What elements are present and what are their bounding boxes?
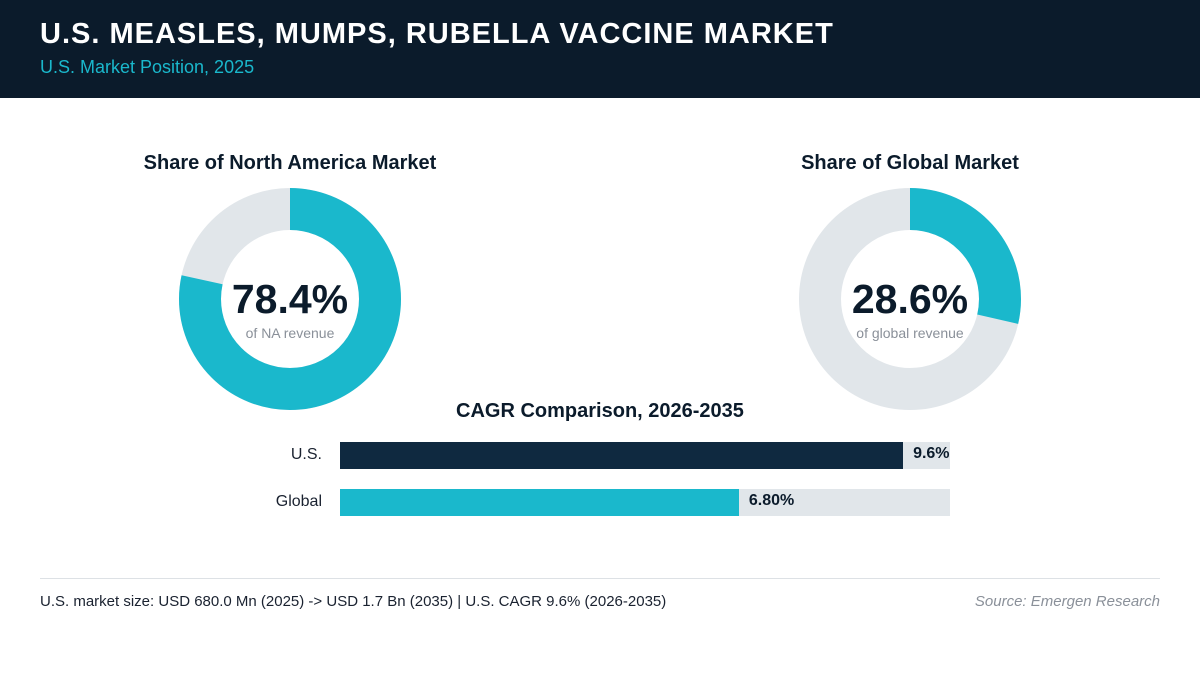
page-title: U.S. MEASLES, MUMPS, RUBELLA VACCINE MAR… xyxy=(40,18,834,50)
global-share-caption: of global revenue xyxy=(856,325,964,341)
source-credit: Source: Emergen Research xyxy=(974,593,1160,610)
footer-note: U.S. market size: USD 680.0 Mn (2025) ->… xyxy=(40,593,667,610)
na-share-title: Share of North America Market xyxy=(143,152,437,174)
bar-label-us: U.S. xyxy=(290,446,322,463)
bar-us xyxy=(340,442,904,469)
cagr-chart-title: CAGR Comparison, 2026-2035 xyxy=(456,400,744,422)
footer-divider xyxy=(40,578,1160,579)
na-share-value: 78.4% xyxy=(231,276,349,322)
bar-track-us: 9.6% xyxy=(340,442,950,469)
bar-track-global: 6.80% xyxy=(340,489,950,516)
bar-global xyxy=(340,489,739,516)
header-banner: U.S. MEASLES, MUMPS, RUBELLA VACCINE MAR… xyxy=(0,0,1200,98)
na-share-donut xyxy=(179,188,401,410)
bar-value-us: 9.6% xyxy=(913,445,950,462)
global-share-value: 28.6% xyxy=(851,276,969,322)
global-share-title: Share of Global Market xyxy=(801,152,1019,174)
global-share-donut xyxy=(799,188,1021,410)
global-share-slice-us xyxy=(799,188,1021,410)
bar-label-global: Global xyxy=(275,493,322,510)
page-subtitle: U.S. Market Position, 2025 xyxy=(40,57,255,77)
na-share-slice-us xyxy=(179,188,401,410)
bar-value-global: 6.80% xyxy=(748,492,795,509)
na-share-caption: of NA revenue xyxy=(245,325,335,341)
